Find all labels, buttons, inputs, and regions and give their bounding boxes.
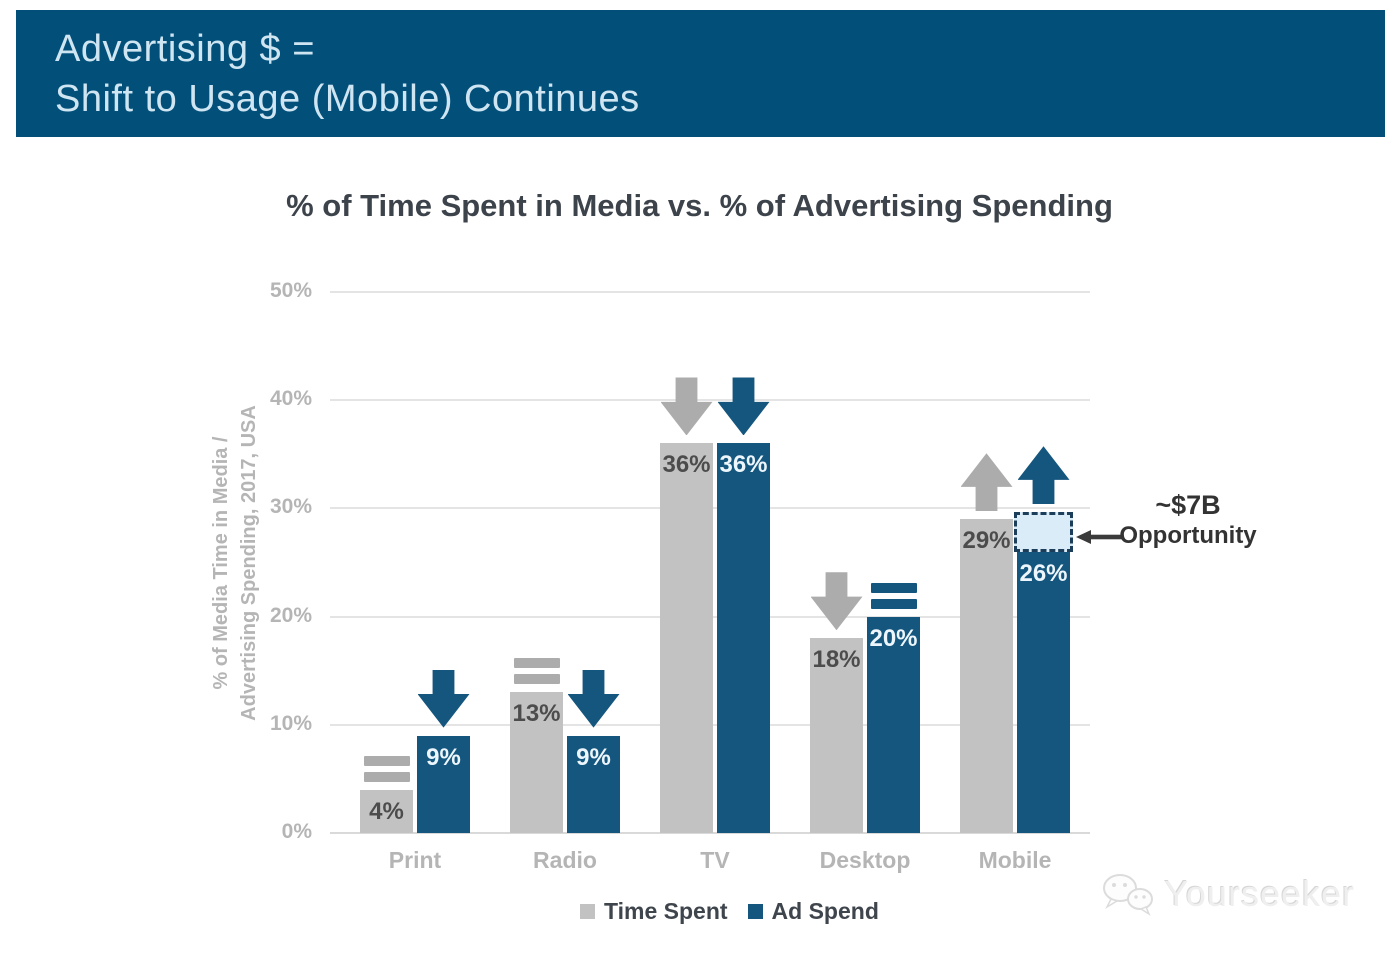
opportunity-value: ~$7B — [1155, 490, 1221, 520]
bar-print-time-spent: 4% — [360, 789, 413, 833]
x-axis-category-label: Radio — [533, 847, 597, 873]
equals-bar-bottom — [870, 598, 917, 609]
equals-bar-bottom — [363, 771, 410, 782]
equals-bar-top — [870, 582, 917, 593]
pointer-arrow-icon — [1076, 530, 1122, 544]
legend-label-time-spent: Time Spent — [604, 898, 728, 924]
y-axis-tick-label: 10% — [269, 711, 312, 735]
y-axis-label-text: % of Media Time in Media / Advertising Sp… — [207, 405, 263, 721]
watermark-text: Yourseeker — [1164, 873, 1355, 914]
legend-swatch-ad-spend — [747, 904, 763, 919]
gridline — [330, 291, 1090, 293]
x-axis-category-label: TV — [700, 847, 730, 873]
bar-tv-time-spent: 36% — [660, 443, 713, 833]
x-axis-category-label: Print — [388, 847, 442, 873]
bar-value-label: 29% — [962, 527, 1011, 555]
watermark: Yourseeker — [1100, 870, 1355, 918]
bar-value-label: 13% — [512, 700, 561, 728]
bar-desktop-time-spent: 18% — [810, 638, 863, 833]
trend-down-icon — [660, 377, 713, 436]
y-axis-tick-label: 40% — [269, 387, 312, 411]
bar-value-label: 20% — [869, 624, 918, 652]
bar-value-label: 36% — [662, 451, 711, 479]
y-axis-label-line1: % of Media Time in Media / — [210, 436, 232, 690]
trend-flat-icon — [513, 658, 560, 685]
bar-value-label: 9% — [576, 743, 611, 771]
equals-bar-top — [513, 658, 560, 669]
y-axis-label: % of Media Time in Media / Advertising Sp… — [135, 292, 335, 833]
header-title: Advertising $ = Shift to Usage (Mobile) C… — [55, 24, 1365, 124]
gridline — [330, 399, 1090, 402]
trend-down-icon — [567, 669, 620, 728]
chart-title: % of Time Spent in Media vs. % of Advert… — [286, 188, 1113, 223]
bar-value-label: 26% — [1019, 559, 1068, 587]
bar-tv-ad-spend: 36% — [717, 443, 770, 833]
bar-value-label: 4% — [369, 797, 404, 825]
header-banner: Advertising $ = Shift to Usage (Mobile) C… — [16, 10, 1385, 137]
bar-mobile-time-spent: 29% — [960, 519, 1013, 833]
bar-value-label: 18% — [812, 646, 861, 674]
equals-bar-top — [363, 755, 410, 766]
trend-down-icon — [417, 669, 470, 728]
trend-flat-icon — [870, 582, 917, 609]
x-axis-category-label: Mobile — [978, 847, 1052, 873]
opportunity-box — [1014, 512, 1073, 552]
header-title-line2: Shift to Usage (Mobile) Continues — [55, 78, 640, 121]
opportunity-annotation: ~$7B Opportunity — [1108, 490, 1268, 549]
trend-up-icon — [960, 453, 1013, 512]
bar-value-label: 9% — [426, 743, 461, 771]
header-title-line1: Advertising $ = — [55, 28, 315, 70]
plot-area: 0% 10% 20% 30% 40% 50% Print Radio TV Desktop Mobi… — [270, 279, 1090, 873]
y-axis-label-line2: Advertising Spending, 2017, USA — [238, 404, 260, 721]
wechat-logo-icon — [1103, 874, 1154, 916]
legend-swatch-time-spent — [580, 904, 595, 919]
opportunity-label: Opportunity — [1119, 522, 1257, 549]
bar-desktop-ad-spend: 20% — [867, 616, 920, 833]
trend-up-icon — [1017, 446, 1070, 505]
bar-radio-ad-spend: 9% — [567, 735, 620, 833]
trend-down-icon — [810, 572, 863, 631]
equals-bar-bottom — [513, 674, 560, 685]
bar-print-ad-spend: 9% — [417, 735, 470, 833]
y-axis-tick-label: 20% — [269, 603, 312, 627]
y-axis-tick-label: 50% — [269, 279, 312, 302]
legend-item-time-spent: Time Spent — [580, 898, 728, 925]
x-axis-category-label: Desktop — [819, 847, 911, 873]
bar-radio-time-spent: 13% — [510, 692, 563, 833]
y-axis-tick-label: 30% — [269, 495, 312, 519]
gridline — [330, 832, 1090, 834]
bar-value-label: 36% — [719, 451, 768, 479]
legend-item-ad-spend: Ad Spend — [747, 898, 879, 925]
trend-flat-icon — [363, 755, 410, 782]
trend-down-icon — [717, 377, 770, 436]
y-axis-tick-label: 0% — [281, 820, 312, 843]
bar-mobile-ad-spend: 26% — [1017, 551, 1070, 833]
legend-label-ad-spend: Ad Spend — [771, 898, 879, 924]
legend: Time Spent Ad Spend — [580, 898, 879, 925]
